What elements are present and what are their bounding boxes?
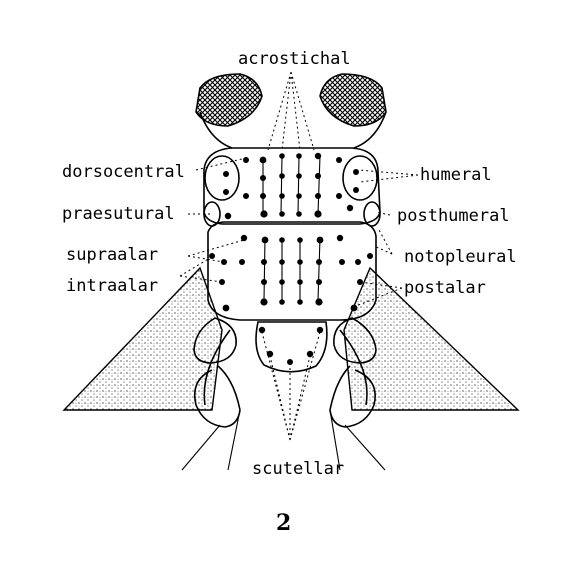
left-humeral-callus xyxy=(204,155,240,201)
right-humeral-callus xyxy=(342,155,378,201)
label-dorsocentral: dorsocentral xyxy=(62,162,185,182)
label-humeral: humeral xyxy=(420,165,492,185)
label-notopleural: notopleural xyxy=(404,247,517,267)
leader-lines xyxy=(179,71,419,441)
abdomen-outline xyxy=(203,329,368,406)
right-notopleuron xyxy=(363,201,381,227)
left-wing xyxy=(62,266,223,411)
label-supraalar: supraalar xyxy=(66,245,158,265)
right-leg-outline xyxy=(329,365,376,428)
left-notopleuron xyxy=(203,201,221,227)
label-posthumeral: posthumeral xyxy=(397,206,510,226)
bristle-rows xyxy=(209,152,373,365)
figure-number: 2 xyxy=(276,510,291,536)
left-eye xyxy=(195,73,263,127)
left-leg-outline xyxy=(193,365,241,428)
scutellum xyxy=(255,321,328,373)
head-outline xyxy=(199,111,387,149)
label-postalar: postalar xyxy=(404,278,486,298)
label-scutellar: scutellar xyxy=(252,459,344,479)
scutum-posterior xyxy=(207,221,377,321)
left-leg-lines xyxy=(181,409,241,471)
right-eye xyxy=(319,73,387,127)
right-leg-lines xyxy=(329,409,386,471)
label-acrostichal: acrostichal xyxy=(238,49,351,69)
label-praesutural: praesutural xyxy=(62,204,175,224)
label-intraalar: intraalar xyxy=(66,276,158,296)
